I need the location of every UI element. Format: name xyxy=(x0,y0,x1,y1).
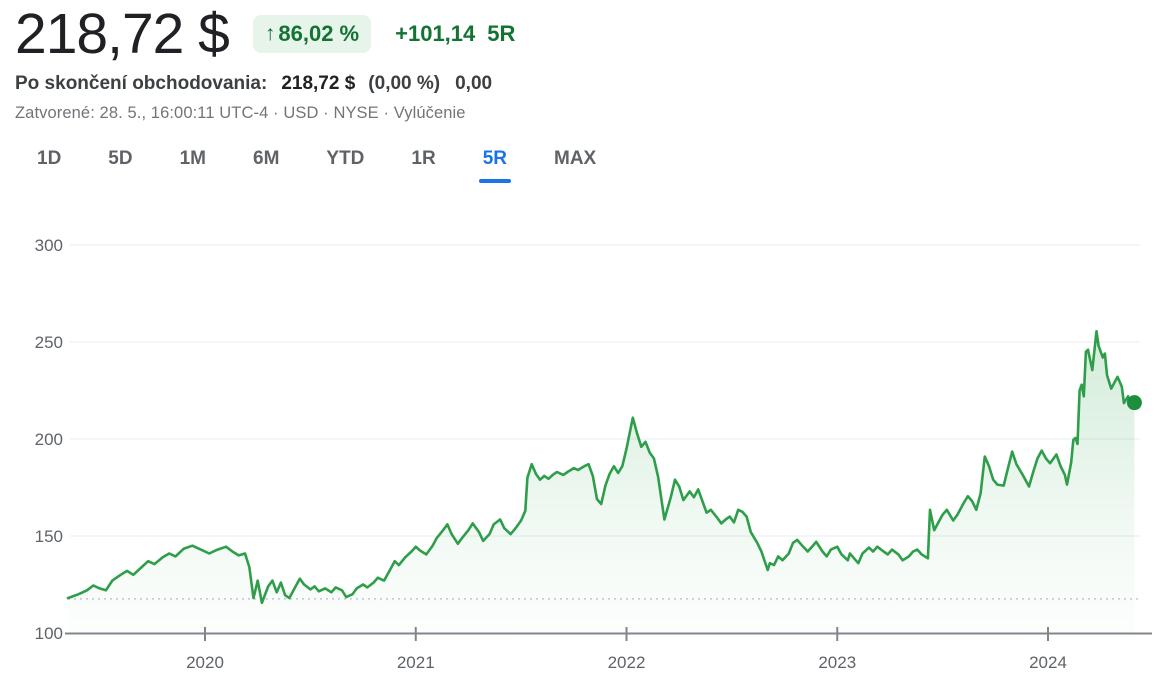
tab-max[interactable]: MAX xyxy=(554,148,596,183)
tab-label: YTD xyxy=(326,148,365,169)
range-tabbar: 1D 5D 1M 6M YTD 1R 5R MAX xyxy=(37,148,1158,183)
last-price-dot xyxy=(1126,395,1142,411)
tab-1d[interactable]: 1D xyxy=(37,148,61,183)
y-axis-label-100: 100 xyxy=(35,624,63,643)
after-hours-change: 0,00 xyxy=(455,73,493,94)
after-hours-row: Po skončení obchodovania: 218,72 $ (0,00… xyxy=(15,73,1158,95)
price-line xyxy=(66,330,1136,605)
change-range-label: 5R xyxy=(487,21,516,46)
after-hours-percent: (0,00 %) xyxy=(368,73,441,94)
active-tab-underline xyxy=(478,179,511,183)
tab-label: 1D xyxy=(37,148,62,169)
change-absolute-value: +101,14 xyxy=(395,21,476,46)
y-axis-label-200: 200 xyxy=(35,430,63,449)
after-hours-label: Po skončení obchodovania: xyxy=(15,73,268,94)
market-status-line: Zatvorené: 28. 5., 16:00:11 UTC-4 · USD … xyxy=(15,104,466,122)
arrow-up-icon: ↑ xyxy=(264,22,276,45)
tab-label: 1R xyxy=(411,148,436,169)
tab-5r[interactable]: 5R xyxy=(478,148,511,183)
tab-label: MAX xyxy=(554,148,597,169)
tab-6m[interactable]: 6M xyxy=(253,148,279,183)
x-axis-label-2020: 2020 xyxy=(186,653,224,672)
x-axis-label-2022: 2022 xyxy=(608,653,646,672)
tab-label: 5D xyxy=(108,148,133,169)
tab-label: 1M xyxy=(179,148,206,169)
x-axis-label-2021: 2021 xyxy=(397,653,435,672)
change-absolute-row: +101,14 5R xyxy=(395,21,515,47)
tab-label: 5R xyxy=(482,148,507,169)
change-percent-value: 86,02 % xyxy=(278,21,360,46)
price-header: 218,72 $ ↑ 86,02 % +101,14 5R xyxy=(0,0,1158,66)
x-axis-label-2023: 2023 xyxy=(818,653,856,672)
tab-1r[interactable]: 1R xyxy=(411,148,435,183)
tab-ytd[interactable]: YTD xyxy=(326,148,364,183)
tab-5d[interactable]: 5D xyxy=(108,148,132,183)
y-axis-label-250: 250 xyxy=(35,333,63,352)
tab-label: 6M xyxy=(253,148,280,169)
y-axis-label-300: 300 xyxy=(35,236,63,255)
x-axis-label-2024: 2024 xyxy=(1029,653,1067,672)
change-percent-badge: ↑ 86,02 % xyxy=(252,15,372,53)
after-hours-price: 218,72 $ xyxy=(281,73,356,94)
tab-1m[interactable]: 1M xyxy=(180,148,206,183)
price-area-fill xyxy=(68,331,1135,633)
y-axis-label-150: 150 xyxy=(35,527,63,546)
current-price: 218,72 $ xyxy=(15,2,230,66)
